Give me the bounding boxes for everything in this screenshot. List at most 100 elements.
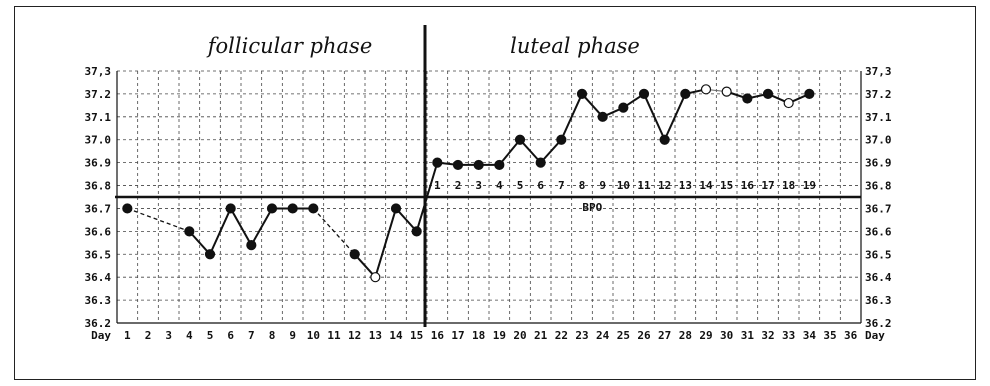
data-point: [680, 88, 691, 100]
series-segment: [663, 93, 687, 141]
x-tick-label: 9: [289, 329, 296, 342]
y-tick-label: 36.8: [85, 180, 112, 193]
y-tick-label: 36.9: [85, 157, 112, 170]
x-tick-label: 8: [269, 329, 276, 342]
chart-frame: 37,3 37,3 37.2 37.2 37.1 37.1 37.0 37.0 36.9 36.9…: [14, 6, 976, 380]
y-tick-label-right: 37.1: [865, 111, 892, 124]
luteal-day-label: 2: [455, 179, 462, 192]
luteal-day-label: 6: [537, 179, 544, 192]
y-tick-label: 36.3: [85, 294, 112, 307]
luteal-day-label: 10: [617, 179, 630, 192]
x-tick-label: 30: [720, 329, 733, 342]
data-point: [783, 97, 794, 109]
x-tick-label: 10: [307, 329, 320, 342]
x-tick-label: 36: [844, 329, 858, 342]
x-tick-label: 18: [472, 329, 485, 342]
x-tick-label: 28: [679, 329, 692, 342]
data-point: [184, 226, 195, 237]
x-tick-label: 35: [823, 329, 836, 342]
luteal-day-label: 3: [475, 179, 482, 192]
luteal-day-label: 8: [579, 179, 586, 192]
x-tick-label: 31: [741, 329, 755, 342]
data-point: [204, 249, 216, 260]
luteal-day-label: 9: [599, 179, 606, 192]
y-tick-label-right: 36.3: [865, 294, 892, 307]
y-tick-label: 37.0: [85, 134, 112, 147]
x-tick-label: 14: [389, 329, 403, 342]
series-segment: [374, 208, 397, 278]
y-tick-label-right: 36.2: [865, 317, 892, 330]
data-point: [266, 203, 278, 214]
y-tick-label: 36.5: [85, 248, 112, 261]
y-tick-label-right: 37.0: [865, 134, 892, 147]
series-segment: [539, 139, 563, 164]
follicular-phase-title: follicular phase: [206, 34, 373, 58]
data-point: [473, 159, 484, 171]
x-tick-label: 25: [617, 329, 630, 342]
luteal-day-label: 7: [558, 179, 565, 192]
x-tick-label: 2: [145, 329, 152, 342]
series-layer: [122, 84, 815, 283]
y-tick-label: 36.4: [85, 271, 112, 284]
x-tick-label: 16: [431, 329, 445, 342]
x-tick-label: 1: [124, 329, 131, 342]
series-connector-dashed: [312, 208, 356, 255]
data-point: [432, 157, 443, 168]
data-point: [659, 134, 670, 145]
y-tick-label-right: 37.2: [865, 88, 892, 101]
data-point: [762, 88, 774, 100]
x-tick-label: 15: [410, 329, 423, 342]
data-point: [349, 249, 360, 260]
y-tick-label: 37.2: [85, 88, 112, 101]
x-tick-label: 33: [782, 329, 795, 342]
data-point: [721, 86, 732, 97]
data-point: [225, 203, 236, 214]
series-segment: [415, 162, 439, 232]
x-tick-label: 23: [575, 329, 588, 342]
x-tick-label: 4: [186, 329, 193, 342]
data-point: [576, 88, 588, 100]
data-point: [246, 240, 257, 251]
data-point: [556, 134, 567, 145]
x-tick-label: 20: [513, 329, 526, 342]
series-segment: [581, 93, 604, 118]
series-segment: [353, 253, 377, 278]
series-segment: [519, 139, 542, 164]
data-point: [618, 102, 629, 113]
x-tick-label: 6: [227, 329, 234, 342]
x-tick-label: 21: [534, 329, 548, 342]
data-point: [700, 84, 712, 95]
luteal-day-label: 5: [517, 179, 524, 192]
series-segment: [395, 207, 418, 233]
cover-line-label: BPO: [582, 201, 602, 214]
data-point: [370, 272, 381, 283]
y-tick-label: 37,3: [85, 65, 112, 78]
data-point: [804, 88, 815, 100]
series-segment: [560, 93, 583, 141]
y-tick-label: 36.6: [85, 225, 112, 238]
luteal-day-label: 13: [679, 179, 692, 192]
y-tick-label: 37.1: [85, 111, 112, 124]
data-point: [308, 203, 319, 214]
data-point: [742, 93, 753, 104]
x-axis-day-label-left: Day: [91, 329, 111, 342]
luteal-day-label: 14: [699, 179, 713, 192]
axis-layer: [115, 25, 862, 327]
x-tick-label: 19: [493, 329, 506, 342]
y-tick-label-right: 37,3: [865, 65, 892, 78]
y-tick-label-right: 36.6: [865, 225, 892, 238]
x-tick-label: 7: [248, 329, 255, 342]
y-tick-label-right: 36.5: [865, 248, 892, 261]
y-tick-label-right: 36.7: [865, 202, 892, 215]
y-tick-label: 36.2: [85, 317, 112, 330]
data-point: [287, 203, 298, 214]
x-tick-label: 13: [369, 329, 382, 342]
data-point: [514, 134, 526, 145]
data-point: [638, 88, 650, 100]
series-segment: [498, 139, 521, 166]
x-tick-label: 24: [596, 329, 610, 342]
luteal-day-label: 1: [434, 179, 441, 192]
series-segment: [643, 93, 666, 141]
series-segment: [250, 207, 273, 246]
x-axis-day-label-right: Day: [865, 329, 885, 342]
